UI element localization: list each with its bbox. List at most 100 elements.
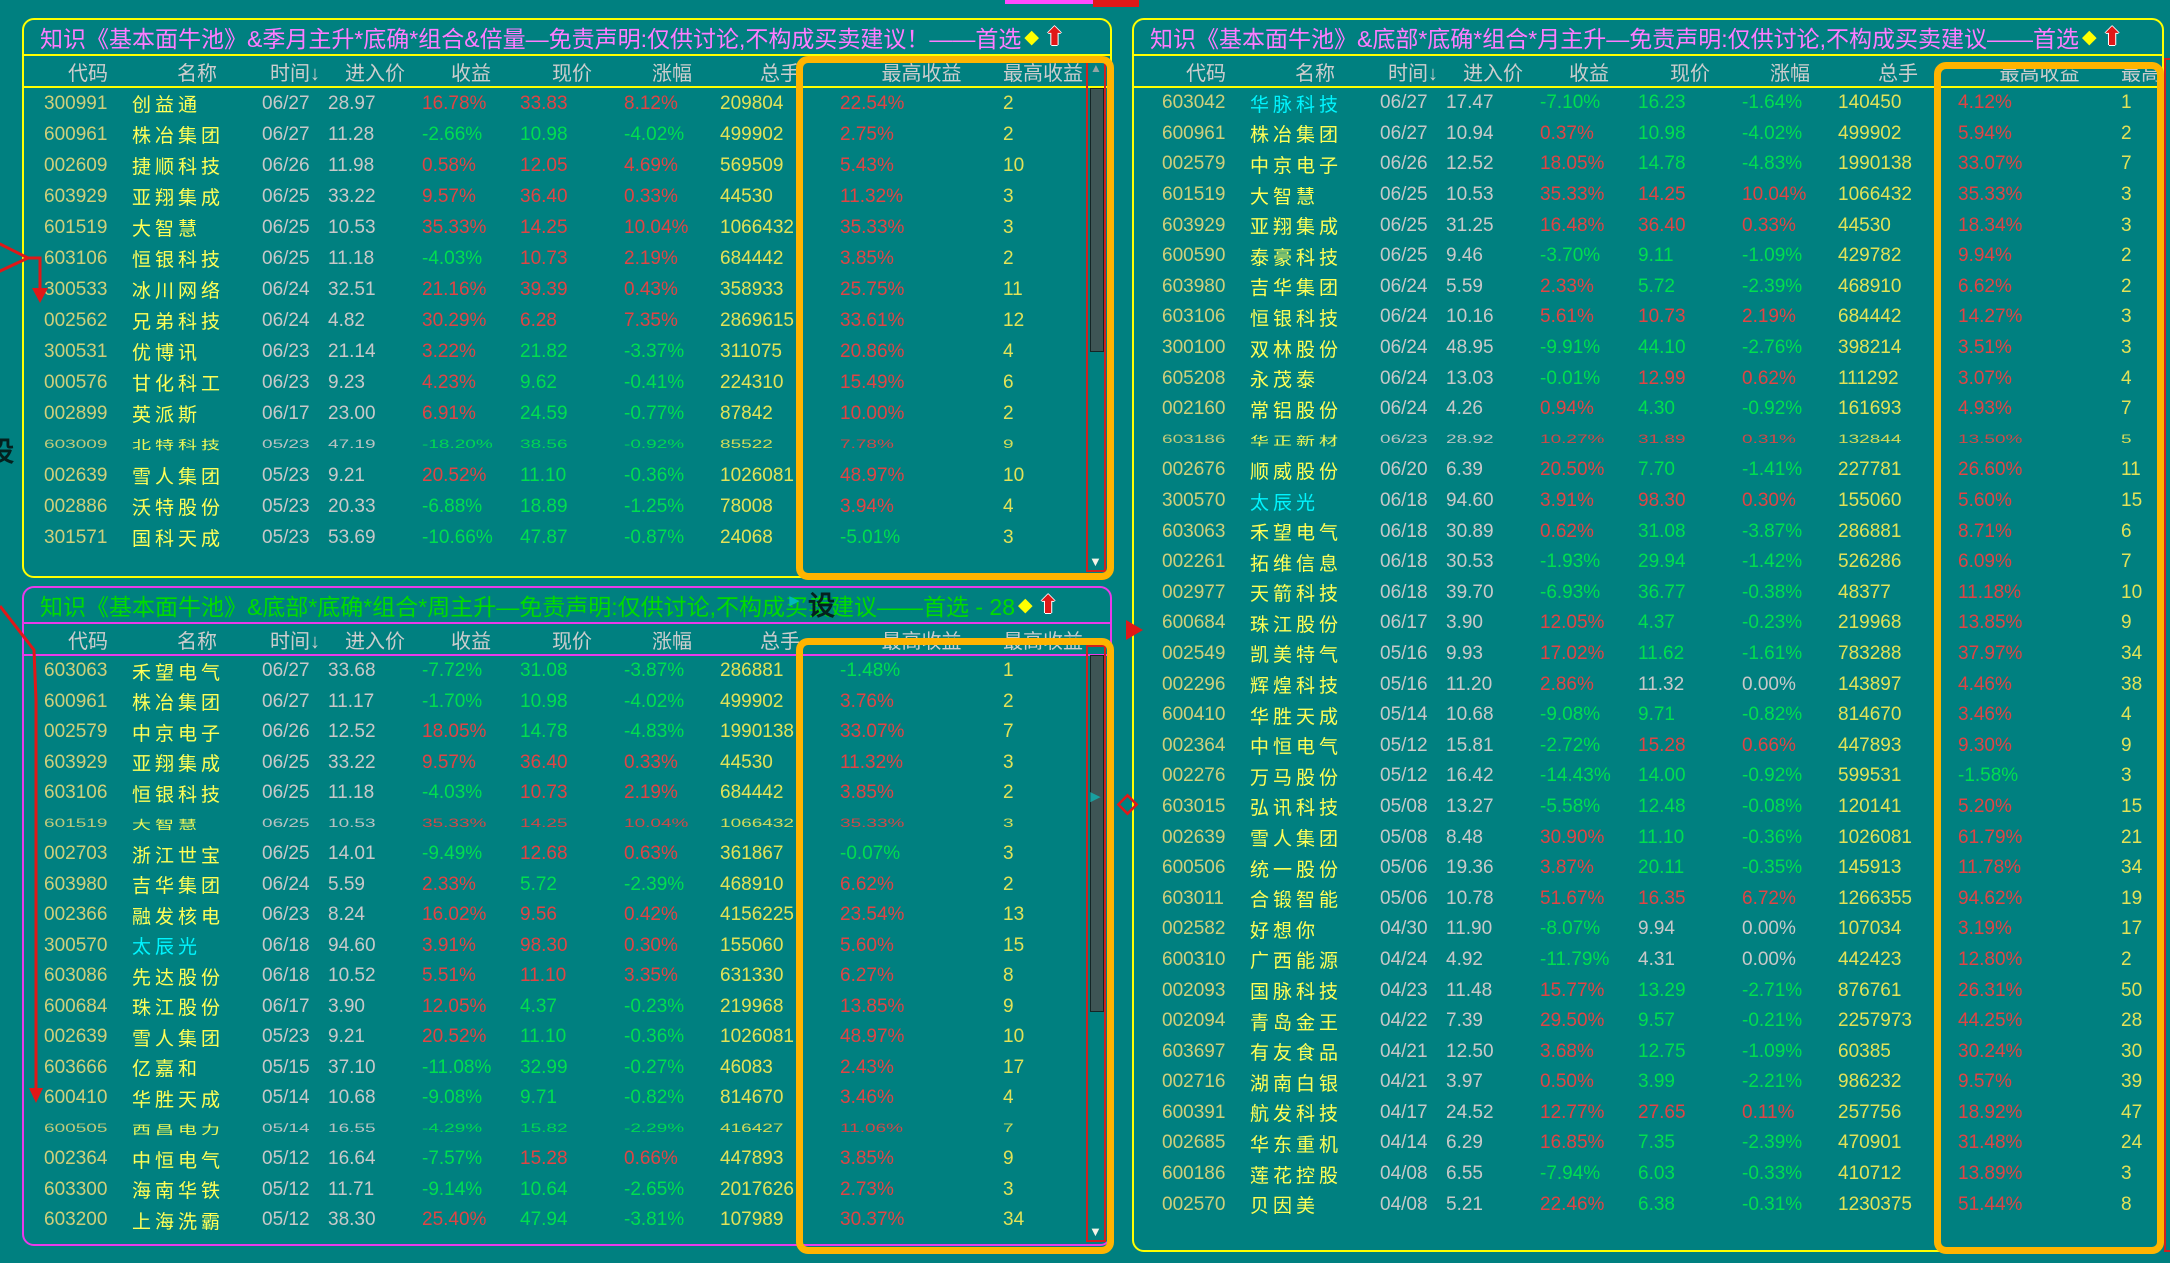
table-row[interactable]: 002276 万马股份 05/12 16.42 -14.43% 14.00 -0.92% 59… (1134, 761, 2162, 792)
table-row[interactable]: 600961 株冶集团 06/27 11.28 -2.66% 10.98 -4.02% 499… (24, 119, 1110, 150)
table-row[interactable]: 002364 中恒电气 05/12 15.81 -2.72% 15.28 0.66% 4478… (1134, 730, 2162, 761)
table-row[interactable]: 603063 禾望电气 06/27 33.68 -7.72% 31.08 -3.87% 286… (24, 656, 1110, 687)
table-row[interactable]: 600684 珠江股份 06/17 3.90 12.05% 4.37 -0.23% 21996… (24, 992, 1110, 1023)
table-row[interactable]: 600410 华胜天成 05/14 10.68 -9.08% 9.71 -0.82% 8146… (1134, 700, 2162, 731)
table-row[interactable]: 300100 双林股份 06/24 48.95 -9.91% 44.10 -2.76% 398… (1134, 333, 2162, 364)
table-row[interactable]: 002639 雪人集团 05/23 9.21 20.52% 11.10 -0.36% 1026… (24, 1022, 1110, 1053)
column-header-9[interactable]: 最高收益 (1003, 62, 1083, 85)
table-row[interactable]: 603697 有友食品 04/21 12.50 3.68% 12.75 -1.09% 6038… (1134, 1036, 2162, 1067)
table-row[interactable]: 002639 雪人集团 05/08 8.48 30.90% 11.10 -0.36% 1026… (1134, 822, 2162, 853)
scrollbar-thumb[interactable] (1090, 655, 1104, 1012)
table-row[interactable]: 600961 株冶集团 06/27 10.94 0.37% 10.98 -4.02% 4999… (1134, 119, 2162, 150)
table-row[interactable]: 603666 亿嘉和 05/15 37.10 -11.08% 32.99 -0.27% 460… (24, 1053, 1110, 1084)
table-row[interactable]: 300570 太辰光 06/18 94.60 3.91% 98.30 0.30% 155060… (24, 931, 1110, 962)
table-row[interactable]: 601519 大智慧 06/25 10.53 35.33% 14.25 10.04% 1066… (24, 212, 1110, 243)
scrollbar-thumb[interactable] (1090, 88, 1104, 352)
table-row[interactable]: 002582 好想你 04/30 11.90 -8.07% 9.94 0.00% 107034… (1134, 914, 2162, 945)
column-header-7[interactable]: 总手 (760, 630, 800, 653)
table-row[interactable]: 600505 西昌电力 05/14 16.55 -4.29% 15.82 -2.29% 416… (24, 1119, 1110, 1138)
table-row[interactable]: 002261 拓维信息 06/18 30.53 -1.93% 29.94 -1.42% 526… (1134, 547, 2162, 578)
scrollbar-top-left-panel[interactable]: ▲ ▼ (1086, 58, 1106, 572)
table-row[interactable]: 603186 华正新材 06/23 28.92 10.27% 31.89 0.31% 1328… (1134, 430, 2162, 449)
table-row[interactable]: 600410 华胜天成 05/14 10.68 -9.08% 9.71 -0.82% 8146… (24, 1083, 1110, 1114)
column-header-5[interactable]: 现价 (552, 62, 592, 85)
table-row[interactable]: 603980 吉华集团 06/24 5.59 2.33% 5.72 -2.39% 468910… (24, 870, 1110, 901)
column-header-8[interactable]: 最高收益 (881, 630, 962, 653)
table-row[interactable]: 600506 统一股份 05/06 19.36 3.87% 20.11 -0.35% 1459… (1134, 853, 2162, 884)
scroll-down-icon[interactable]: ▼ (1089, 1224, 1102, 1239)
up-arrow-icon[interactable]: ⬆ (1044, 23, 1065, 51)
column-header-4[interactable]: 收益 (451, 630, 491, 653)
column-header-0[interactable]: 代码 (68, 62, 108, 85)
table-row[interactable]: 603015 弘讯科技 05/08 13.27 -5.58% 12.48 -0.08% 120… (1134, 792, 2162, 823)
column-header-0[interactable]: 代码 (1186, 62, 1226, 85)
column-header-2[interactable]: 时间↓ (270, 62, 320, 85)
table-row[interactable]: 300991 创益通 06/27 28.97 16.78% 33.83 8.12% 20980… (24, 88, 1110, 119)
table-row[interactable]: 002579 中京电子 06/26 12.52 18.05% 14.78 -4.83% 199… (24, 717, 1110, 748)
table-row[interactable]: 300531 优博讯 06/23 21.14 3.22% 21.82 -3.37% 31107… (24, 336, 1110, 367)
table-row[interactable]: 002685 华东重机 04/14 6.29 16.85% 7.35 -2.39% 47090… (1134, 1128, 2162, 1159)
table-row[interactable]: 603929 亚翔集成 06/25 33.22 9.57% 36.40 0.33% 44530… (24, 181, 1110, 212)
table-row[interactable]: 601519 大智慧 06/25 10.53 35.33% 14.25 10.04% 1066… (24, 814, 1110, 833)
scroll-down-icon[interactable]: ▼ (1089, 554, 1102, 569)
table-row[interactable]: 603929 亚翔集成 06/25 33.22 9.57% 36.40 0.33% 44530… (24, 748, 1110, 779)
table-row[interactable]: 002094 青岛金王 04/22 7.39 29.50% 9.57 -0.21% 22579… (1134, 1006, 2162, 1037)
column-header-3[interactable]: 进入价 (1463, 62, 1523, 85)
table-row[interactable]: 603106 恒银科技 06/25 11.18 -4.03% 10.73 2.19% 6844… (24, 243, 1110, 274)
column-header-6[interactable]: 涨幅 (1770, 62, 1810, 85)
table-row[interactable]: 601519 大智慧 06/25 10.53 35.33% 14.25 10.04% 1066… (1134, 180, 2162, 211)
column-header-3[interactable]: 进入价 (345, 62, 405, 85)
table-row[interactable]: 000576 甘化科工 06/23 9.23 4.23% 9.62 -0.41% 224310… (24, 367, 1110, 398)
table-row[interactable]: 603200 上海洗霸 05/12 38.30 25.40% 47.94 -3.81% 107… (24, 1205, 1110, 1236)
table-row[interactable]: 300533 冰川网络 06/24 32.51 21.16% 39.39 0.43% 3589… (24, 274, 1110, 305)
table-row[interactable]: 002160 常铝股份 06/24 4.26 0.94% 4.30 -0.92% 161693… (1134, 394, 2162, 425)
table-row[interactable]: 002703 浙江世宝 06/25 14.01 -9.49% 12.68 0.63% 3618… (24, 839, 1110, 870)
table-row[interactable]: 002977 天箭科技 06/18 39.70 -6.93% 36.77 -0.38% 483… (1134, 578, 2162, 609)
table-row[interactable]: 002366 融发核电 06/23 8.24 16.02% 9.56 0.42% 415622… (24, 900, 1110, 931)
table-row[interactable]: 002579 中京电子 06/26 12.52 18.05% 14.78 -4.83% 199… (1134, 149, 2162, 180)
column-header-8[interactable]: 最高收益 (881, 62, 962, 85)
column-header-0[interactable]: 代码 (68, 630, 108, 653)
scroll-up-icon[interactable]: ▲ (1090, 61, 1102, 75)
table-row[interactable]: 002886 沃特股份 05/23 20.33 -6.88% 18.89 -1.25% 780… (24, 491, 1110, 522)
table-row[interactable]: 600684 珠江股份 06/17 3.90 12.05% 4.37 -0.23% 21996… (1134, 608, 2162, 639)
column-header-2[interactable]: 时间↓ (270, 630, 320, 653)
table-row[interactable]: 600391 航发科技 04/17 24.52 12.77% 27.65 0.11% 2577… (1134, 1098, 2162, 1129)
column-header-2[interactable]: 时间↓ (1388, 62, 1438, 85)
column-header-5[interactable]: 现价 (552, 630, 592, 653)
table-row[interactable]: 300570 太辰光 06/18 94.60 3.91% 98.30 0.30% 155060… (1134, 486, 2162, 517)
table-row[interactable]: 603980 吉华集团 06/24 5.59 2.33% 5.72 -2.39% 468910… (1134, 272, 2162, 303)
table-row[interactable]: 603106 恒银科技 06/24 10.16 5.61% 10.73 2.19% 68444… (1134, 302, 2162, 333)
table-row[interactable]: 002296 辉煌科技 05/16 11.20 2.86% 11.32 0.00% 14389… (1134, 669, 2162, 700)
scrollbar-bottom-left-panel[interactable]: ▼ (1086, 645, 1106, 1242)
table-row[interactable]: 002570 贝因美 04/08 5.21 22.46% 6.38 -0.31% 123037… (1134, 1189, 2162, 1220)
table-row[interactable]: 002093 国脉科技 04/23 11.48 15.77% 13.29 -2.71% 876… (1134, 975, 2162, 1006)
table-row[interactable]: 603086 先达股份 06/18 10.52 5.51% 11.10 3.35% 63133… (24, 961, 1110, 992)
column-header-7[interactable]: 总手 (1878, 62, 1918, 85)
table-row[interactable]: 002562 兄弟科技 06/24 4.82 30.29% 6.28 7.35% 286961… (24, 305, 1110, 336)
table-row[interactable]: 605208 永茂泰 06/24 13.03 -0.01% 12.99 0.62% 11129… (1134, 363, 2162, 394)
column-header-9[interactable]: 最高收益 (2121, 62, 2162, 85)
column-header-7[interactable]: 总手 (760, 62, 800, 85)
table-row[interactable]: 603106 恒银科技 06/25 11.18 -4.03% 10.73 2.19% 6844… (24, 778, 1110, 809)
column-header-4[interactable]: 收益 (1569, 62, 1609, 85)
column-header-3[interactable]: 进入价 (345, 630, 405, 653)
table-row[interactable]: 002676 顺威股份 06/20 6.39 20.50% 7.70 -1.41% 22778… (1134, 455, 2162, 486)
table-row[interactable]: 600590 泰豪科技 06/25 9.46 -3.70% 9.11 -1.09% 42978… (1134, 241, 2162, 272)
scrollbar-right-panel-clipped[interactable] (2164, 58, 2170, 1252)
table-row[interactable]: 301571 国科天成 05/23 53.69 -10.66% 47.87 -0.87% 24… (24, 522, 1110, 553)
table-row[interactable]: 002609 捷顺科技 06/26 11.98 0.58% 12.05 4.69% 56950… (24, 150, 1110, 181)
table-row[interactable]: 002716 湖南白银 04/21 3.97 0.50% 3.99 -2.21% 986232… (1134, 1067, 2162, 1098)
column-header-4[interactable]: 收益 (451, 62, 491, 85)
column-header-1[interactable]: 名称 (177, 62, 217, 85)
table-row[interactable]: 603929 亚翔集成 06/25 31.25 16.48% 36.40 0.33% 4453… (1134, 210, 2162, 241)
table-row[interactable]: 600310 广西能源 04/24 4.92 -11.79% 4.31 0.00% 44242… (1134, 945, 2162, 976)
table-row[interactable]: 603011 合锻智能 05/06 10.78 51.67% 16.35 6.72% 1266… (1134, 883, 2162, 914)
table-row[interactable]: 603042 华脉科技 06/27 17.47 -7.10% 16.23 -1.64% 140… (1134, 88, 2162, 119)
column-header-8[interactable]: 最高收益 (1999, 62, 2080, 85)
column-header-6[interactable]: 涨幅 (652, 62, 692, 85)
column-header-5[interactable]: 现价 (1670, 62, 1710, 85)
column-header-1[interactable]: 名称 (177, 630, 217, 653)
table-row[interactable]: 603009 北特科技 05/23 47.19 -18.20% 38.56 -0.92% 85… (24, 435, 1110, 454)
column-header-9[interactable]: 最高收益 (1003, 630, 1083, 653)
